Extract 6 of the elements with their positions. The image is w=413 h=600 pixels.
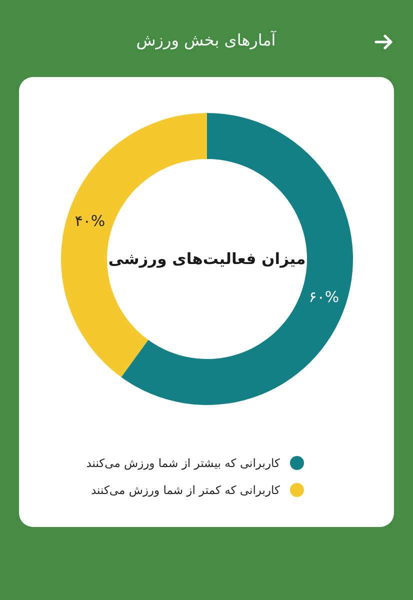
data-label: ۶۰% [308, 288, 340, 306]
text: میزان فعالیت‌های ورزشی [108, 250, 306, 268]
chart-title: آمارهای بخش ورزش [136, 30, 278, 50]
data-label: ۴۰% [74, 212, 106, 230]
legend-label: کاربرانی که کمتر از شما ورزش می‌کنند [90, 483, 281, 497]
legend-label: کاربرانی که بیشتر از شما ورزش می‌کنند [86, 456, 281, 470]
